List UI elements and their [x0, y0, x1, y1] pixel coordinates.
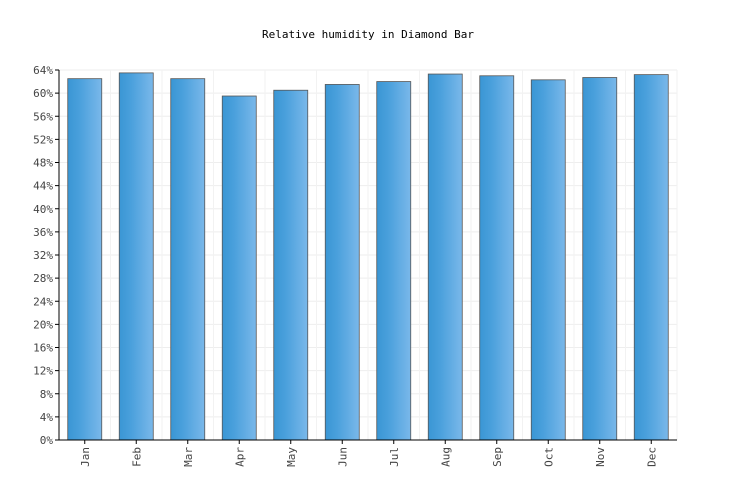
y-axis-ticks: 0% 4% 8% 12% 16% 20% 24% 28% 32% 36% 40% 44% 48% 52% 5…: [33, 64, 59, 447]
y-tick-label: 20%: [33, 318, 53, 331]
x-tick-label: Jun: [336, 447, 349, 467]
x-tick-label: Nov: [594, 447, 607, 467]
x-tick-label: Mar: [182, 447, 195, 467]
y-tick-label: 12%: [33, 365, 53, 378]
y-tick-label: 32%: [33, 249, 53, 262]
bars: [67, 72, 669, 441]
x-tick-label: Jul: [388, 447, 401, 467]
x-tick-label: Oct: [542, 447, 555, 467]
bar-jul: [376, 81, 412, 441]
x-tick-label: Aug: [439, 447, 452, 467]
grid-lines: [58, 69, 678, 441]
chart-title: Relative humidity in Diamond Bar: [262, 28, 474, 41]
bar-mar: [170, 78, 206, 441]
x-tick-label: Jan: [79, 447, 92, 467]
x-tick-label: Feb: [130, 447, 143, 467]
y-tick-label: 64%: [33, 64, 53, 77]
y-tick-label: 36%: [33, 226, 53, 239]
x-tick-label: May: [285, 447, 298, 467]
y-tick-label: 0%: [40, 434, 54, 447]
y-tick-label: 60%: [33, 87, 53, 100]
y-tick-label: 8%: [40, 388, 54, 401]
x-tick-label: Sep: [491, 447, 504, 467]
bar-aug: [427, 73, 463, 441]
bar-may: [273, 89, 309, 441]
y-tick-label: 56%: [33, 110, 53, 123]
bar-jun: [324, 84, 360, 441]
y-tick-label: 16%: [33, 342, 53, 355]
bar-apr: [221, 95, 257, 441]
y-tick-label: 28%: [33, 272, 53, 285]
x-axis-ticks: Jan Feb Mar Apr May Jun Jul Aug Sep Oct Nov Dec: [79, 440, 658, 467]
bar-nov: [582, 77, 618, 441]
bar-dec: [633, 74, 669, 441]
x-tick-label: Dec: [645, 447, 658, 467]
y-tick-label: 48%: [33, 157, 53, 170]
bar-oct: [530, 79, 566, 441]
x-tick-label: Apr: [233, 447, 246, 467]
y-tick-label: 4%: [40, 411, 54, 424]
y-tick-label: 52%: [33, 133, 53, 146]
y-tick-label: 44%: [33, 180, 53, 193]
bar-jan: [67, 78, 103, 441]
bar-sep: [479, 75, 515, 441]
y-tick-label: 40%: [33, 203, 53, 216]
y-tick-label: 24%: [33, 295, 53, 308]
bar-feb: [118, 72, 154, 441]
